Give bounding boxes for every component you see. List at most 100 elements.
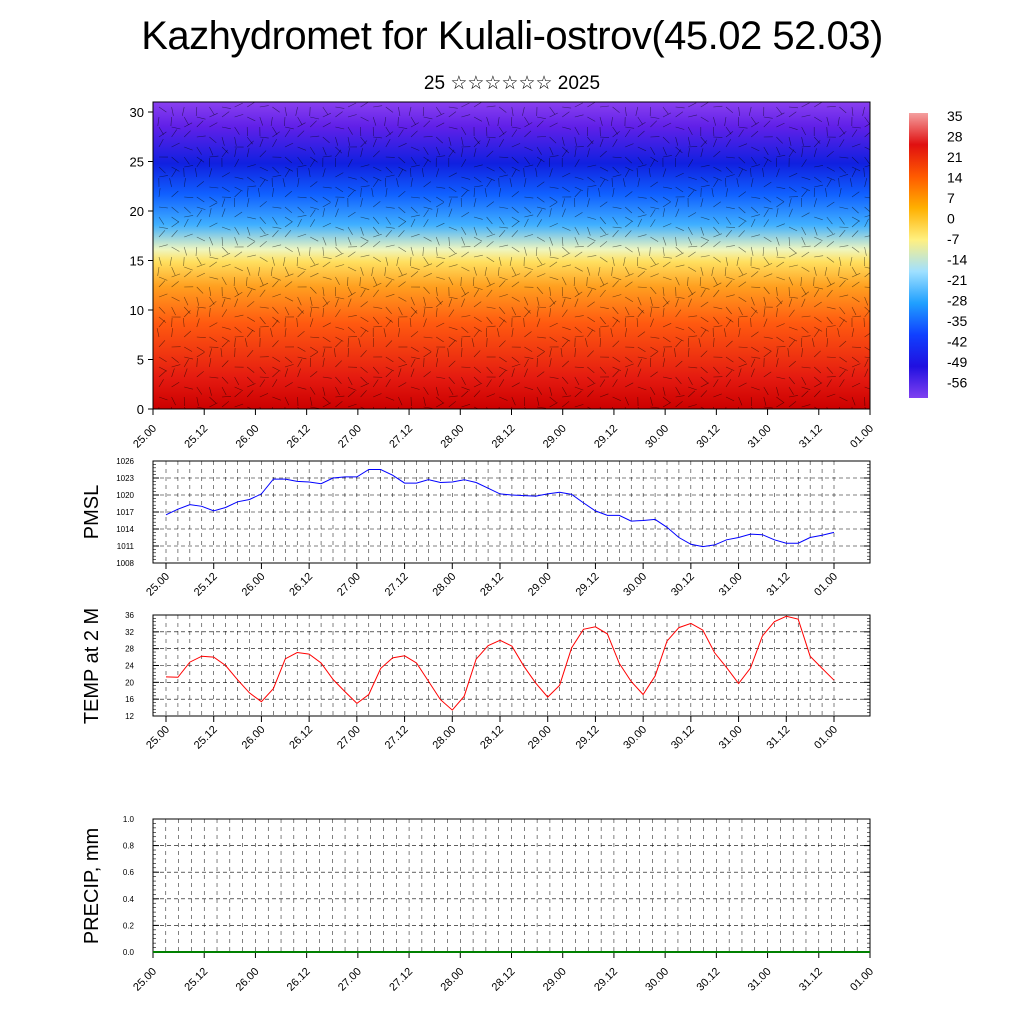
- x-tick-label: 28.12: [490, 966, 518, 994]
- wind-barb: [247, 176, 255, 183]
- wind-barb: [738, 168, 743, 178]
- wind-barb: [648, 168, 651, 178]
- wind-barb: [826, 241, 834, 248]
- wind-barb: [196, 256, 202, 265]
- wind-barb: [310, 135, 320, 138]
- wind-barb: [637, 164, 647, 168]
- wind-barb: [423, 116, 433, 120]
- wind-barb: [713, 393, 722, 398]
- wind-barb: [814, 382, 823, 388]
- wind-barb: [536, 296, 540, 306]
- wind-barb: [421, 168, 424, 178]
- wind-barb: [371, 188, 374, 198]
- wind-barb: [738, 281, 747, 288]
- wind-barb: [662, 168, 667, 178]
- wind-barb: [234, 347, 236, 358]
- wind-barb: [410, 167, 412, 178]
- wind-barb: [284, 328, 287, 338]
- wind-barb: [184, 233, 193, 238]
- wind-barb: [410, 296, 415, 306]
- wind-barb: [711, 188, 714, 198]
- wind-barb: [158, 138, 164, 148]
- wind-barb: [536, 351, 545, 358]
- wind-barb: [195, 168, 198, 178]
- y-tick-label: 0.0: [123, 948, 135, 957]
- wind-barb: [839, 106, 847, 114]
- wind-barb: [573, 276, 576, 287]
- wind-barb: [347, 298, 352, 308]
- data-series-line: [165, 615, 835, 711]
- wind-barb: [158, 131, 167, 138]
- wind-barb: [246, 289, 253, 298]
- wind-barb: [423, 159, 429, 168]
- x-tick-label: 31.12: [764, 724, 792, 752]
- wind-barb: [284, 368, 289, 378]
- wind-barb: [624, 168, 630, 178]
- wind-barb: [448, 296, 458, 300]
- wind-barb: [687, 226, 693, 236]
- wind-barb: [826, 179, 832, 188]
- wind-barb: [398, 396, 403, 406]
- wind-barb: [587, 301, 595, 308]
- wind-barb: [448, 126, 458, 130]
- wind-barb: [763, 209, 769, 218]
- wind-barb: [310, 351, 318, 358]
- wind-barb: [851, 166, 861, 172]
- wind-barb: [725, 139, 731, 148]
- wind-barb: [511, 368, 515, 378]
- wind-barb: [461, 176, 471, 180]
- wind-barb: [209, 402, 218, 408]
- wind-barb: [259, 326, 269, 328]
- wind-barb: [448, 226, 458, 231]
- wind-barb: [650, 236, 659, 242]
- wind-barb: [158, 319, 166, 328]
- wind-barb: [284, 273, 294, 278]
- wind-barb: [171, 142, 180, 148]
- wind-barb: [801, 286, 807, 295]
- wind-barb: [549, 106, 556, 115]
- wind-barb: [864, 123, 870, 128]
- x-tick-label: 26.12: [287, 571, 315, 599]
- wind-barb: [814, 316, 822, 323]
- wind-barb: [574, 386, 584, 391]
- wind-barb: [751, 266, 760, 270]
- wind-barb: [763, 196, 772, 203]
- wind-barb: [788, 276, 793, 286]
- wind-barb: [234, 266, 243, 272]
- wind-barb: [221, 126, 231, 130]
- wind-barb: [637, 206, 645, 214]
- wind-barb: [322, 168, 326, 178]
- wind-barb: [234, 298, 239, 308]
- wind-barb: [711, 266, 714, 276]
- wind-barb: [562, 106, 572, 109]
- wind-barb: [234, 403, 244, 408]
- wind-barb: [221, 106, 231, 109]
- wind-barb: [158, 216, 165, 225]
- wind-barb: [183, 306, 191, 314]
- wind-barb: [221, 298, 226, 308]
- wind-barb: [498, 188, 501, 198]
- wind-barb: [662, 261, 671, 268]
- wind-barb: [599, 289, 606, 298]
- wind-barb: [738, 296, 747, 303]
- wind-barb: [410, 306, 418, 314]
- wind-barb: [801, 176, 811, 180]
- wind-barb: [612, 131, 620, 138]
- wind-barb: [410, 310, 418, 318]
- wind-barb: [398, 143, 407, 148]
- wind-barb: [864, 218, 869, 228]
- wind-barb: [347, 291, 356, 298]
- wind-barb: [272, 166, 280, 174]
- wind-barb: [258, 188, 261, 198]
- x-tick-label: 26.00: [234, 966, 262, 994]
- wind-barb: [499, 396, 508, 401]
- wind-barb: [750, 156, 757, 165]
- wind-barb: [524, 156, 530, 165]
- wind-barb: [171, 296, 180, 302]
- wind-barb: [751, 286, 761, 288]
- wind-barb: [864, 146, 870, 151]
- wind-barb: [436, 276, 445, 280]
- y-tick-label: 1026: [116, 457, 134, 466]
- wind-barb: [864, 196, 870, 199]
- wind-barb: [788, 309, 795, 318]
